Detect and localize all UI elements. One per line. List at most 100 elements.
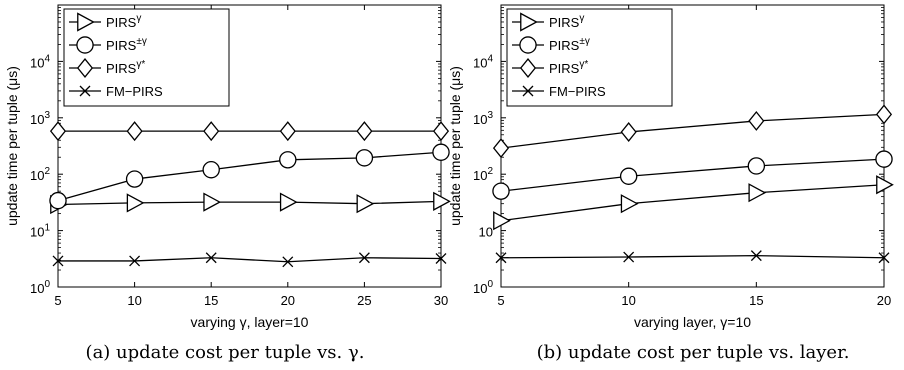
series-3 <box>49 121 450 142</box>
series-line <box>57 151 442 202</box>
x-tick-label: 10 <box>127 293 141 308</box>
data-point <box>282 256 294 268</box>
legend-entry: PIRSγ* <box>106 59 145 76</box>
data-point <box>747 157 766 175</box>
x-tick-label: 15 <box>749 293 763 308</box>
series-1 <box>50 191 451 215</box>
x-tick-label: 5 <box>497 293 504 308</box>
data-point <box>492 182 510 200</box>
x-tick-label: 30 <box>434 293 448 308</box>
legend-marker <box>76 36 94 54</box>
series-4 <box>495 250 890 264</box>
series-line <box>500 184 885 222</box>
data-point <box>619 167 638 185</box>
y-tick-label: 102 <box>30 166 50 183</box>
series-3 <box>492 104 893 159</box>
legend-marker <box>79 85 91 97</box>
legend: PIRSγ PIRS±γ PIRSγ* FM−PIRS <box>506 8 673 107</box>
legend-marker <box>519 58 537 78</box>
legend-entry: PIRS±γ <box>106 36 147 53</box>
y-tick-label: 100 <box>30 279 50 296</box>
data-point <box>748 183 767 203</box>
y-tick-label: 10 <box>479 225 493 240</box>
series-1 <box>493 175 894 231</box>
data-point <box>279 121 296 142</box>
x-tick-label: 20 <box>877 293 891 308</box>
data-point <box>875 150 893 168</box>
data-point <box>126 121 143 142</box>
series-line <box>500 254 885 259</box>
series-line <box>57 200 442 206</box>
chart-panel-1: 100 101 102 103 104 5 10 15 20 25 30 varying γ, lay… <box>4 4 451 363</box>
y-tick-label: 101 <box>30 223 50 240</box>
x-axis-label: varying γ, layer=10 <box>191 314 309 330</box>
data-point <box>432 143 450 161</box>
y-tick-label: 103 <box>473 110 493 127</box>
legend-entry: PIRSγ <box>549 13 584 30</box>
x-axis-label: varying layer, γ=10 <box>634 314 751 330</box>
series-2 <box>49 143 450 210</box>
legend-entry: FM−PIRS <box>549 84 606 99</box>
y-tick-label: 104 <box>473 53 493 70</box>
y-tick-label: 104 <box>30 53 50 70</box>
x-tick-label: 25 <box>357 293 371 308</box>
data-point <box>203 192 222 212</box>
data-point <box>620 122 637 142</box>
data-point <box>492 138 510 159</box>
data-point <box>279 151 297 169</box>
legend: PIRSγ PIRS±γ PIRSγ* FM−PIRS <box>63 8 230 107</box>
y-tick-label: 102 <box>473 166 493 183</box>
y-axis-label: update time per tuple (μs) <box>4 66 20 226</box>
chart-panel-2: 100 10 102 103 104 5 10 15 20 varying layer, γ=10… <box>447 4 894 363</box>
legend-marker <box>520 12 538 32</box>
legend-box <box>506 8 673 107</box>
data-point <box>750 250 762 262</box>
data-point <box>356 194 375 214</box>
data-point <box>356 121 373 142</box>
legend-entry: PIRS±γ <box>549 36 590 53</box>
data-point <box>493 211 511 231</box>
figure-caption: (b) update cost per tuple vs. layer. <box>537 342 850 363</box>
legend-marker <box>76 58 94 78</box>
data-point <box>52 255 64 267</box>
data-point <box>203 121 220 142</box>
y-tick-label: 103 <box>30 110 50 127</box>
legend-marker <box>77 12 95 32</box>
data-point <box>125 170 144 188</box>
data-point <box>202 161 220 179</box>
legend-entry: PIRSγ <box>106 13 141 30</box>
data-point <box>875 104 893 125</box>
series-line <box>500 113 885 149</box>
data-point <box>878 252 890 264</box>
x-tick-label: 10 <box>621 293 635 308</box>
data-point <box>432 121 450 142</box>
data-point <box>355 149 374 167</box>
data-point <box>126 193 145 213</box>
data-point <box>623 251 635 263</box>
series-line <box>58 257 442 263</box>
figure-caption: (a) update cost per tuple vs. γ. <box>86 342 365 363</box>
y-tick-label: 100 <box>473 279 493 296</box>
y-axis-label: update time per tuple (μs) <box>447 66 463 226</box>
series-4 <box>52 252 447 268</box>
data-point <box>279 192 298 212</box>
legend-marker <box>519 36 537 54</box>
data-point <box>748 110 765 131</box>
legend-entry: FM−PIRS <box>106 84 163 99</box>
x-tick-label: 5 <box>54 293 61 308</box>
data-point <box>433 191 451 211</box>
data-point <box>435 253 447 264</box>
data-point <box>620 194 639 214</box>
data-point <box>205 252 217 264</box>
legend-entry: PIRSγ* <box>549 59 588 76</box>
legend-box <box>63 8 230 107</box>
data-point <box>876 175 894 195</box>
data-point <box>49 191 67 210</box>
x-tick-label: 20 <box>281 293 295 308</box>
data-point <box>49 121 67 142</box>
series-line <box>500 158 885 192</box>
series-2 <box>492 150 893 200</box>
data-point <box>129 255 141 267</box>
legend-marker <box>522 85 534 97</box>
data-point <box>495 252 507 264</box>
